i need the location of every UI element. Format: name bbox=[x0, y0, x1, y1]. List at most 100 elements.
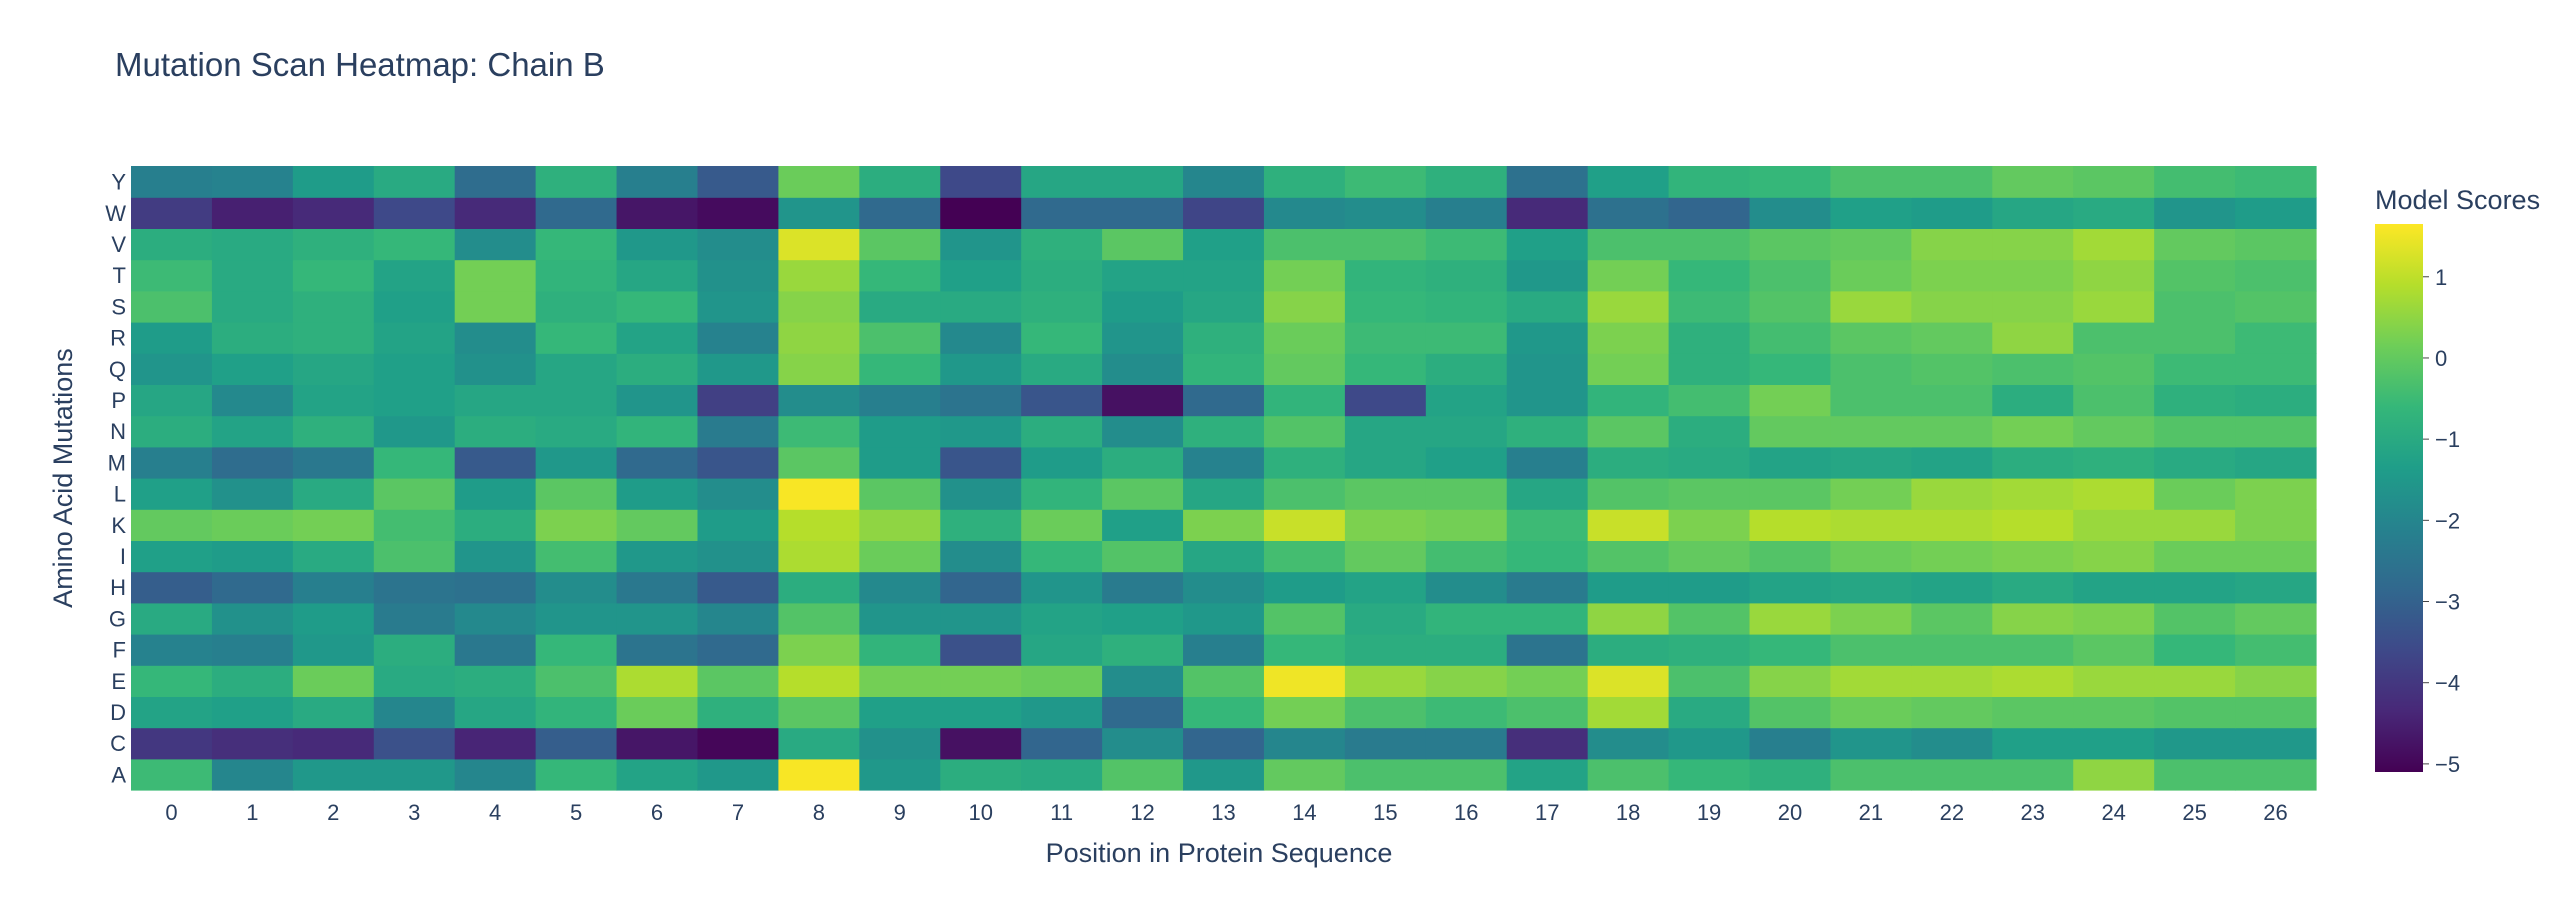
heatmap-cell-A-13 bbox=[1183, 758, 1265, 791]
heatmap-cell-E-5 bbox=[535, 665, 618, 697]
heatmap-cell-I-2 bbox=[292, 540, 375, 573]
heatmap-cell-A-8 bbox=[778, 758, 860, 791]
heatmap-cell-V-5 bbox=[535, 228, 618, 261]
heatmap-cell-G-0 bbox=[131, 602, 213, 635]
heatmap-cell-F-4 bbox=[454, 634, 537, 666]
heatmap-cell-M-6 bbox=[616, 446, 699, 479]
heatmap-cell-L-1 bbox=[211, 478, 294, 510]
heatmap-cell-H-21 bbox=[1830, 571, 1912, 604]
heatmap-cell-T-24 bbox=[2073, 259, 2155, 292]
y-tick-label: K bbox=[111, 513, 126, 538]
heatmap-cell-K-10 bbox=[940, 509, 1022, 541]
heatmap-cell-Y-15 bbox=[1344, 166, 1427, 198]
heatmap-cell-I-9 bbox=[859, 540, 941, 573]
heatmap-cell-C-6 bbox=[616, 727, 699, 760]
heatmap-cell-H-5 bbox=[535, 571, 618, 604]
heatmap-cell-Y-1 bbox=[211, 166, 294, 198]
heatmap-cell-Q-22 bbox=[1911, 353, 1993, 385]
heatmap-cell-Y-17 bbox=[1506, 166, 1589, 198]
heatmap-cell-R-9 bbox=[859, 322, 941, 354]
heatmap-cell-W-26 bbox=[2235, 197, 2317, 229]
heatmap-cell-T-25 bbox=[2154, 259, 2236, 292]
heatmap-cell-E-16 bbox=[1425, 665, 1508, 697]
heatmap-cell-L-14 bbox=[1263, 478, 1346, 510]
heatmap-cell-C-15 bbox=[1344, 727, 1427, 760]
x-tick-label: 19 bbox=[1697, 800, 1721, 825]
heatmap-cell-R-20 bbox=[1749, 322, 1832, 354]
heatmap-cell-Y-22 bbox=[1911, 166, 1993, 198]
y-tick-label: S bbox=[111, 294, 126, 319]
heatmap-cell-C-23 bbox=[1992, 727, 2074, 760]
heatmap-cell-R-16 bbox=[1425, 322, 1508, 354]
heatmap-cell-C-0 bbox=[131, 727, 213, 760]
heatmap-cell-T-3 bbox=[373, 259, 456, 292]
heatmap-cell-I-5 bbox=[535, 540, 618, 573]
x-tick-label: 24 bbox=[2101, 800, 2125, 825]
heatmap-cell-F-9 bbox=[859, 634, 941, 666]
heatmap-cell-V-19 bbox=[1668, 228, 1751, 261]
heatmap-cell-D-20 bbox=[1749, 696, 1832, 729]
heatmap-cell-W-14 bbox=[1263, 197, 1346, 229]
heatmap-cell-D-15 bbox=[1344, 696, 1427, 729]
heatmap-cell-R-19 bbox=[1668, 322, 1751, 354]
heatmap-cell-N-7 bbox=[697, 415, 780, 448]
heatmap-cell-I-22 bbox=[1911, 540, 1993, 573]
heatmap-cell-D-10 bbox=[940, 696, 1022, 729]
heatmap-cell-V-14 bbox=[1263, 228, 1346, 261]
heatmap-cell-W-18 bbox=[1587, 197, 1670, 229]
heatmap-cell-Y-8 bbox=[778, 166, 860, 198]
y-tick-label: I bbox=[120, 544, 126, 569]
heatmap-cell-W-3 bbox=[373, 197, 456, 229]
heatmap-cell-V-8 bbox=[778, 228, 860, 261]
heatmap-cell-V-23 bbox=[1992, 228, 2074, 261]
heatmap-cell-H-9 bbox=[859, 571, 941, 604]
heatmap-cell-D-3 bbox=[373, 696, 456, 729]
heatmap-cell-W-11 bbox=[1021, 197, 1103, 229]
heatmap-cell-S-26 bbox=[2235, 290, 2317, 323]
heatmap-cell-L-6 bbox=[616, 478, 699, 510]
heatmap-cell-F-25 bbox=[2154, 634, 2236, 666]
heatmap-cell-R-18 bbox=[1587, 322, 1670, 354]
heatmap-cell-Q-3 bbox=[373, 353, 456, 385]
heatmap-cell-I-20 bbox=[1749, 540, 1832, 573]
heatmap-cell-C-18 bbox=[1587, 727, 1670, 760]
heatmap-cell-Q-13 bbox=[1183, 353, 1265, 385]
y-tick-label: V bbox=[111, 232, 126, 257]
heatmap-cell-R-8 bbox=[778, 322, 860, 354]
x-tick-label: 12 bbox=[1130, 800, 1154, 825]
heatmap-cell-A-26 bbox=[2235, 758, 2317, 791]
y-tick-label: Y bbox=[111, 170, 126, 195]
heatmap-cell-S-23 bbox=[1992, 290, 2074, 323]
heatmap-cell-Q-8 bbox=[778, 353, 860, 385]
heatmap-cell-N-13 bbox=[1183, 415, 1265, 448]
heatmap-cell-R-4 bbox=[454, 322, 537, 354]
heatmap-cell-Q-7 bbox=[697, 353, 780, 385]
x-tick-label: 25 bbox=[2182, 800, 2206, 825]
heatmap-cell-L-26 bbox=[2235, 478, 2317, 510]
heatmap-cell-V-1 bbox=[211, 228, 294, 261]
heatmap-cell-C-17 bbox=[1506, 727, 1589, 760]
heatmap-cell-E-8 bbox=[778, 665, 860, 697]
heatmap-cell-N-18 bbox=[1587, 415, 1670, 448]
heatmap-cell-Y-2 bbox=[292, 166, 375, 198]
heatmap-cell-M-21 bbox=[1830, 446, 1912, 479]
heatmap-cell-C-3 bbox=[373, 727, 456, 760]
y-tick-label: A bbox=[111, 762, 126, 787]
heatmap-cell-S-8 bbox=[778, 290, 860, 323]
x-tick-label: 15 bbox=[1373, 800, 1397, 825]
heatmap-cell-P-22 bbox=[1911, 384, 1993, 417]
heatmap-cell-H-25 bbox=[2154, 571, 2236, 604]
heatmap-cell-Y-10 bbox=[940, 166, 1022, 198]
heatmap-cell-N-0 bbox=[131, 415, 213, 448]
heatmap-cell-Q-15 bbox=[1344, 353, 1427, 385]
heatmap-cell-E-21 bbox=[1830, 665, 1912, 697]
heatmap-cell-V-6 bbox=[616, 228, 699, 261]
heatmap-cell-L-13 bbox=[1183, 478, 1265, 510]
heatmap-cell-R-10 bbox=[940, 322, 1022, 354]
heatmap-cell-Q-9 bbox=[859, 353, 941, 385]
heatmap-cell-Q-18 bbox=[1587, 353, 1670, 385]
heatmap-cell-W-1 bbox=[211, 197, 294, 229]
heatmap-cell-M-24 bbox=[2073, 446, 2155, 479]
heatmap-cell-A-0 bbox=[131, 758, 213, 791]
y-tick-label: R bbox=[110, 326, 126, 351]
